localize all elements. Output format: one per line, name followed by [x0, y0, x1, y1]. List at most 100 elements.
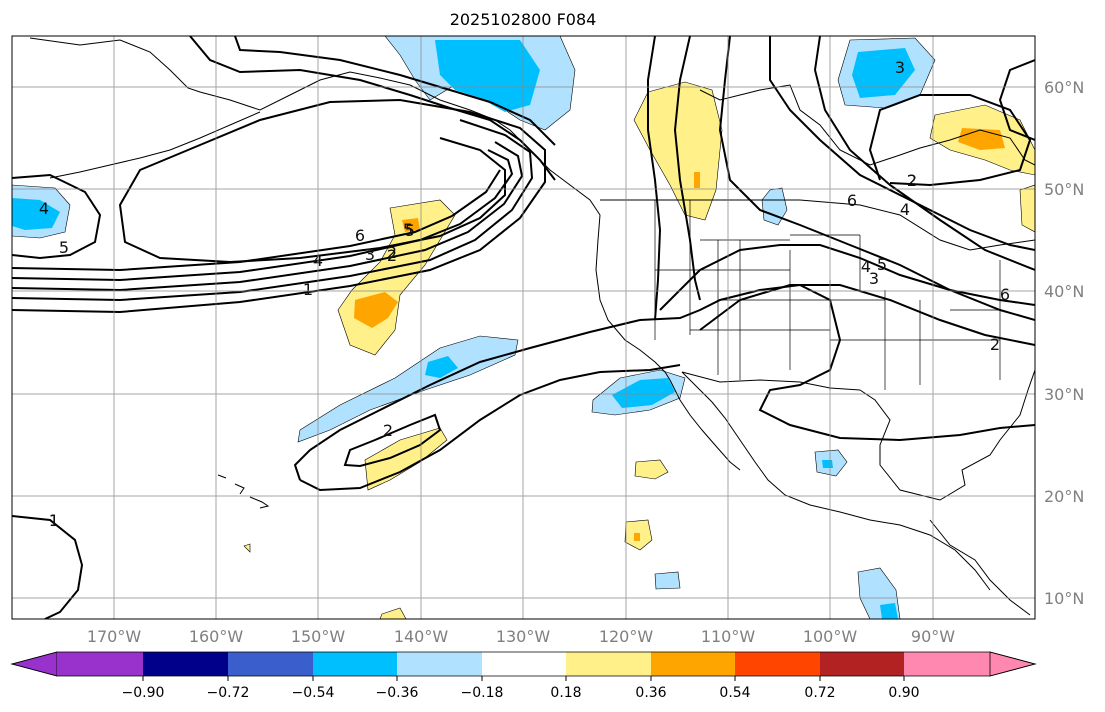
colorbar-tick-label: −0.90	[122, 685, 165, 701]
contour-label: 3	[895, 58, 905, 77]
contour-label: 4	[39, 199, 49, 218]
contour-west-low	[12, 173, 102, 260]
contour-jet-4	[12, 149, 514, 282]
colorbar-segment	[651, 652, 735, 676]
contour-jet-1	[12, 98, 546, 314]
map-panel: 1 2 3 4 5 6 4 5 6 5 4 3 2 1 2 2 3 2 4 5	[11, 35, 1036, 620]
contour-label: 6	[847, 191, 857, 210]
colorbar-tick-label: 0.18	[550, 685, 581, 701]
contour-label: 2	[387, 246, 397, 265]
coast-gulfcal	[681, 371, 991, 591]
coast-centralam	[929, 519, 1031, 616]
contour-label: 2	[990, 335, 1000, 354]
shade-deepblue-baja	[612, 378, 675, 408]
colorbar-tick-label: 0.72	[804, 685, 835, 701]
shade-yellow-pacific3	[364, 427, 448, 491]
contour-label: 2	[907, 171, 917, 190]
contour-loop-north	[189, 36, 556, 181]
colorbar-outline	[10, 651, 1037, 677]
shade-yellow-small1	[634, 459, 669, 480]
contour-label: 4	[861, 257, 871, 276]
coast-gulf	[859, 369, 1035, 501]
contour-label: 5	[59, 238, 69, 257]
colorbar-segment	[735, 652, 820, 676]
shade-deepblue-mexico	[822, 460, 833, 468]
contour-ne-3	[998, 59, 1035, 141]
shade-orange-pacific1	[354, 292, 398, 328]
colorbar-extend-left	[10, 651, 58, 677]
map-title: 2025102800 F084	[450, 10, 597, 29]
contour-label: 1	[49, 511, 59, 530]
colorbar-segment	[820, 652, 904, 676]
colorbar-tick-label: −0.18	[461, 685, 504, 701]
lon-label: 100°W	[803, 627, 858, 646]
contour-label: 1	[303, 280, 313, 299]
contour-label: 2	[907, 171, 917, 190]
lon-label: 140°W	[394, 627, 449, 646]
contour-ne-2	[813, 36, 1035, 271]
lat-label: 30°N	[1044, 385, 1084, 404]
colorbar-segment	[228, 652, 313, 676]
contour-sw-1	[12, 515, 84, 619]
shade-blue-pacific2	[297, 335, 519, 443]
contour-label: 5	[403, 220, 413, 239]
colorbar-segment	[313, 652, 397, 676]
contour-label: 4	[900, 200, 910, 219]
longitude-labels: 170°W 160°W 150°W 140°W 130°W 120°W 110°…	[87, 627, 955, 646]
shade-orange-pacific1b	[402, 218, 420, 232]
contour-label: 3	[365, 245, 375, 264]
shade-deepblue-alaska	[435, 40, 540, 112]
shade-yellow-bottom	[379, 607, 407, 619]
coast-aleutians	[49, 111, 261, 179]
contour-us-2	[699, 284, 1035, 346]
contour-label: 3	[869, 269, 879, 288]
contour-jet-5	[12, 169, 501, 272]
contour-label: 6	[355, 226, 365, 245]
shade-yellow-eastedge	[1019, 184, 1035, 233]
lon-label: 130°W	[496, 627, 551, 646]
contour-pac-low-inner	[343, 413, 442, 468]
colorbar-segment	[397, 652, 482, 676]
contour-label: 6	[1000, 285, 1010, 304]
colorbar-tick-label: 0.36	[635, 685, 666, 701]
lon-label: 150°W	[291, 627, 346, 646]
shade-deepblue-pacific2	[425, 356, 458, 378]
contour-loop-north2	[234, 36, 556, 146]
contour-ne-1	[769, 36, 1035, 251]
contour-lines	[12, 36, 1035, 619]
contour-label: 5	[405, 221, 415, 240]
contour-label: 2	[387, 243, 397, 262]
colorbar-ticks	[142, 676, 905, 681]
colorbar-segment	[57, 652, 143, 676]
colorbar: −0.90 −0.72 −0.54 −0.36 −0.18 0.18 0.36 …	[10, 651, 1037, 701]
gridlines	[12, 36, 1035, 619]
lon-label: 120°W	[599, 627, 654, 646]
colorbar-tick-label: 0.90	[888, 685, 919, 701]
colorbar-tick-label: −0.72	[207, 685, 250, 701]
contour-label: 5	[877, 255, 887, 274]
lon-label: 110°W	[701, 627, 756, 646]
shaded-fields	[12, 36, 1035, 619]
lat-label: 20°N	[1044, 487, 1084, 506]
contour-pac-low-outer	[299, 364, 681, 492]
contour-canada-trough2	[673, 36, 701, 301]
contour-label: 1	[49, 511, 59, 530]
border-us-canada	[600, 199, 1035, 251]
shade-blue-small3	[654, 571, 681, 590]
contour-us-1	[659, 244, 1035, 311]
shade-deepblue-hudson	[852, 48, 915, 98]
lon-label: 170°W	[87, 627, 142, 646]
contour-ne-low	[868, 94, 1032, 187]
colorbar-tick-label: −0.36	[376, 685, 419, 701]
colorbar-segment	[143, 652, 228, 676]
shade-yellow-tiny	[243, 543, 251, 553]
contour-canada-trough1	[647, 36, 662, 321]
colorbar-segment	[482, 652, 566, 676]
map-frame	[11, 35, 1036, 620]
colorbar-extend-right	[989, 651, 1037, 677]
latitude-labels: 60°N 50°N 40°N 30°N 20°N 10°N	[1044, 78, 1084, 608]
contour-jet-2	[12, 119, 534, 302]
colorbar-segment	[904, 652, 990, 676]
shade-orange-canada	[694, 172, 700, 188]
